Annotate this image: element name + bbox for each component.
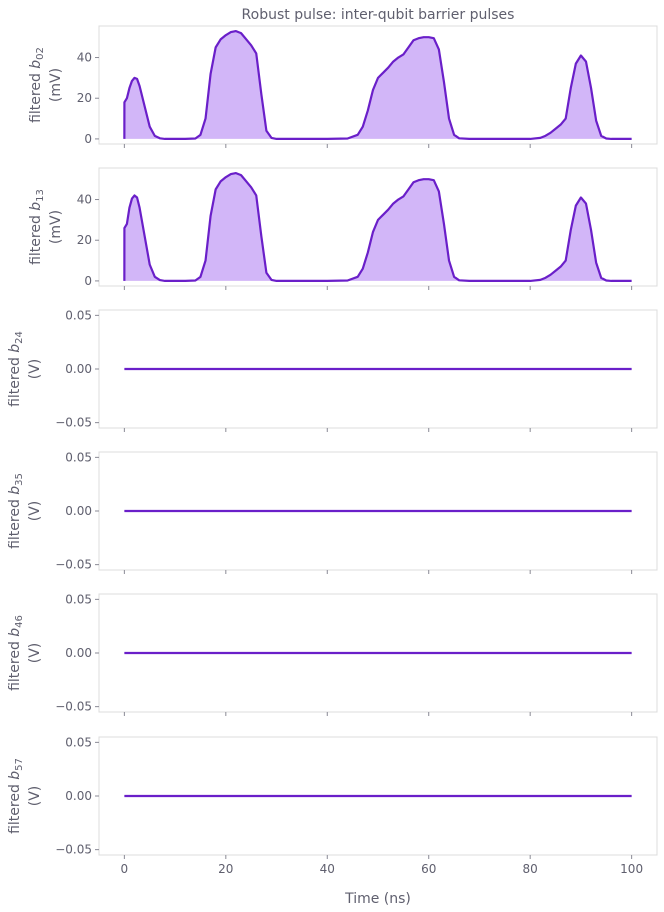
x-tick-label: 80 (523, 862, 538, 876)
y-tick-label: 0.05 (65, 308, 92, 322)
y-axis-label: filtered b57 (7, 758, 25, 834)
series-line (123, 171, 632, 283)
y-tick-label: 0 (84, 274, 92, 288)
y-tick-label: −0.05 (55, 558, 92, 572)
y-axis-label: filtered b13 (28, 189, 46, 265)
x-axis-label: Time (ns) (344, 891, 411, 907)
axes-frame (98, 25, 658, 145)
y-tick-label: 0.00 (65, 362, 92, 376)
chart-title: Robust pulse: inter-qubit barrier pulses (242, 7, 515, 23)
y-tick-label: 40 (77, 193, 92, 207)
subplot-13: 0 20 40 filtered b13(mV) (28, 167, 658, 290)
x-tick-label: 20 (218, 862, 233, 876)
y-axis-label: filtered b02 (28, 47, 46, 123)
y-tick-label: 0.00 (65, 504, 92, 518)
subplot-57: 0 20 40 60 80 100 0.05 0.00 −0.05 filtered b57(V) (7, 735, 658, 876)
y-tick-label: −0.05 (55, 700, 92, 714)
y-tick-label: 0 (84, 132, 92, 146)
y-axis-unit: (V) (27, 643, 43, 664)
y-axis-unit: (V) (27, 359, 43, 380)
y-axis-label: filtered b24 (7, 331, 25, 407)
y-tick-label: 0.00 (65, 789, 92, 803)
y-tick-label: 20 (77, 233, 92, 247)
y-tick-label: 0.05 (65, 450, 92, 464)
x-tick-label: 60 (421, 862, 436, 876)
y-tick-label: 0.05 (65, 735, 92, 749)
subplot-24: 0.05 0.00 −0.05 filtered b24(V) (7, 308, 658, 432)
y-tick-label: −0.05 (55, 416, 92, 430)
subplot-46: 0.05 0.00 −0.05 filtered b46(V) (7, 592, 658, 716)
x-tick-label: 0 (121, 862, 129, 876)
series-line (123, 29, 632, 141)
x-tick-label: 40 (320, 862, 335, 876)
y-tick-label: −0.05 (55, 843, 92, 857)
subplot-35: 0.05 0.00 −0.05 filtered b35(V) (7, 450, 658, 574)
y-axis-unit: (V) (27, 786, 43, 807)
y-axis-label: filtered b46 (7, 615, 25, 691)
y-axis-unit: (mV) (48, 210, 64, 244)
y-tick-label: 20 (77, 91, 92, 105)
subplot-02: 0 20 40 filtered b02(mV) (28, 25, 658, 148)
series-area-fill (124, 31, 632, 139)
y-axis-unit: (mV) (48, 68, 64, 102)
x-tick-label: 100 (620, 862, 643, 876)
y-axis-unit: (V) (27, 501, 43, 522)
y-tick-label: 40 (77, 51, 92, 65)
y-tick-label: 0.05 (65, 592, 92, 606)
axes-frame (98, 167, 658, 287)
y-axis-label: filtered b35 (7, 473, 25, 549)
series-area-fill (124, 173, 632, 281)
y-tick-label: 0.00 (65, 646, 92, 660)
